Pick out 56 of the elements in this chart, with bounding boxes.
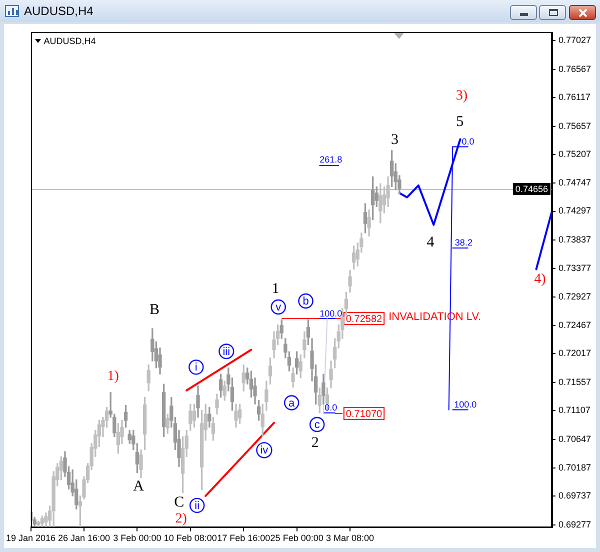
annotation: a <box>288 397 296 410</box>
annotation: 0.0 <box>462 136 474 146</box>
y-tick-label: 0.75207 <box>558 148 592 159</box>
y-tick-label: 0.76117 <box>558 92 590 102</box>
annotation: 261.8 <box>320 154 342 164</box>
annotation: 5 <box>456 114 464 130</box>
annotation: c <box>314 419 320 432</box>
annotation: 100.0 <box>454 399 477 410</box>
annotation: 4 <box>426 234 435 251</box>
x-tick-label: 17 Feb 16:00 <box>217 533 270 544</box>
annotation: v <box>276 301 282 314</box>
y-tick-label: 0.71107 <box>558 405 590 416</box>
ref-line-label: 0.74656 <box>515 184 548 194</box>
y-tick-label: 0.73377 <box>558 263 592 274</box>
annotation: 1) <box>107 368 120 384</box>
y-tick-label: 0.69737 <box>558 490 592 501</box>
annotation: A <box>133 478 144 495</box>
x-tick-label: 10 Feb 08:00 <box>164 533 217 544</box>
annotation: 38.2 <box>454 237 472 248</box>
y-tick-label: 0.76567 <box>558 64 592 74</box>
annotation: 3) <box>456 88 468 104</box>
annotation: 1 <box>272 281 280 298</box>
y-tick-label: 0.70187 <box>558 462 592 473</box>
ref-line-label: 0.71070 <box>346 408 383 420</box>
annotation: i <box>194 362 198 374</box>
annotation: B <box>150 302 160 318</box>
y-tick-label: 0.74747 <box>558 178 592 188</box>
ref-line-label: 0.72582 <box>346 314 383 325</box>
chart-title: AUDUSD,H4 <box>24 4 94 18</box>
x-tick-label: 25 Feb 00:00 <box>270 533 324 544</box>
annotation: 0.0 <box>324 402 338 412</box>
y-tick-label: 0.74297 <box>558 206 592 216</box>
annotation: 2 <box>311 435 319 452</box>
y-tick-label: 0.75657 <box>558 120 592 131</box>
y-tick-label: 0.69277 <box>558 519 592 530</box>
annotation: C <box>174 494 184 510</box>
annotation: iv <box>260 444 269 457</box>
annotation: 4) <box>534 272 546 287</box>
annotation: b <box>302 296 309 308</box>
annotation: 100.0 <box>320 308 342 318</box>
annotation: 2) <box>175 511 188 526</box>
y-tick-label: 0.72927 <box>558 291 592 302</box>
annotation: ii <box>194 500 200 512</box>
y-tick-label: 0.72017 <box>558 348 592 358</box>
y-tick-label: 0.77027 <box>558 35 592 46</box>
x-tick-label: 3 Mar 08:00 <box>326 533 374 544</box>
y-tick-label: 0.71557 <box>558 376 592 387</box>
y-tick-label: 0.73837 <box>558 234 592 244</box>
chart-subtitle: AUDUSD,H4 <box>44 36 96 46</box>
x-tick-label: 19 Jan 2016 <box>6 533 56 544</box>
x-tick-label: 3 Feb 00:00 <box>113 533 162 544</box>
x-tick-label: 26 Jan 16:00 <box>58 533 110 544</box>
y-tick-label: 0.72467 <box>558 320 592 330</box>
y-tick-label: 0.70647 <box>558 434 592 444</box>
annotation: iii <box>222 346 230 358</box>
annotation: 3 <box>390 132 398 148</box>
